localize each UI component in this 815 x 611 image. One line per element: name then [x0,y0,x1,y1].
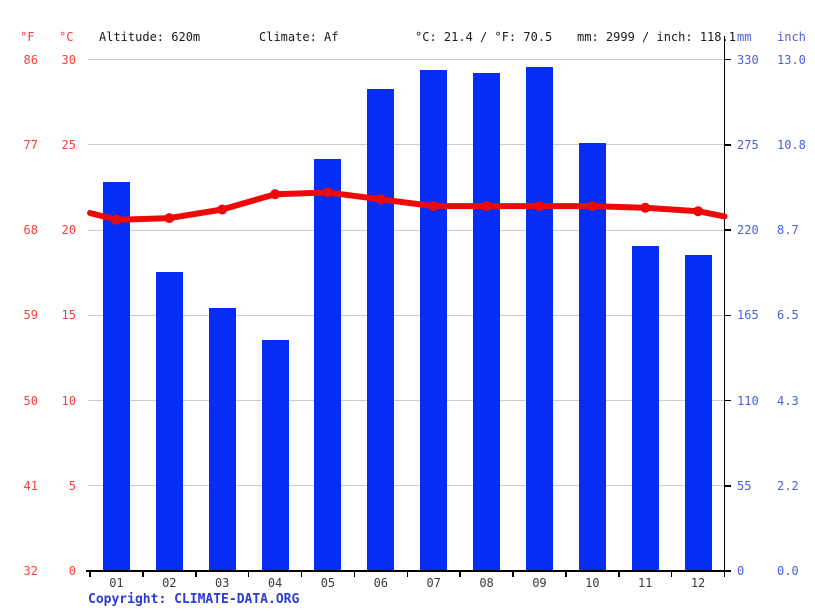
gridline-165mm [88,314,726,316]
x-axis-tick-mark [353,572,356,577]
right-axis-tick-mark [723,144,731,146]
right-axis-tick-mm: 275 [737,137,759,152]
precipitation-bar-month-06 [367,88,395,571]
annual-precipitation-label: mm: 2999 / inch: 118.1 [577,30,736,44]
right-axis-tick-inch: 0.0 [777,564,799,578]
precipitation-bar-month-07 [420,70,448,571]
x-axis-tick-mark [247,572,250,577]
x-axis-tick-mark [618,572,620,577]
left-axis-tick-c: 25 [61,137,76,152]
x-axis-month-label: 07 [426,576,441,590]
left-axis-unit-celsius: °C [59,30,74,44]
left-axis-tick-f: 59 [23,308,38,323]
left-axis-tick-c: 15 [61,308,76,323]
x-axis-tick-mark [670,572,673,577]
left-axis-tick-c: 5 [68,478,76,493]
x-axis-month-label: 10 [585,576,600,590]
right-axis-tick-mm: 165 [737,308,759,323]
right-axis-tick-inch: 4.3 [777,393,799,408]
x-axis-month-label: 01 [109,576,124,590]
x-axis-month-label: 05 [320,576,336,590]
precipitation-bar-month-05 [314,158,342,571]
precipitation-bar-month-04 [261,340,289,571]
left-axis-tick-f: 32 [23,564,38,578]
right-axis-tick-mm: 220 [737,223,759,237]
x-axis-tick-mark [406,572,408,577]
right-axis-unit-mm: mm [737,30,752,44]
right-axis-tick-mm: 55 [737,478,752,493]
right-axis-tick-mark [723,570,731,572]
right-axis-tick-inch: 10.8 [777,137,806,152]
left-axis-tick-f: 68 [23,223,38,237]
right-axis-tick-mark [723,58,731,61]
left-axis-tick-f: 50 [23,393,38,408]
x-axis-month-label: 03 [214,576,230,590]
altitude-label: Altitude: 620m [99,30,201,44]
x-axis-line [86,570,726,572]
left-axis-unit-fahrenheit: °F [20,30,35,44]
left-axis-tick-c: 30 [61,52,76,67]
x-axis-tick-mark [89,572,91,577]
right-axis-tick-mark [723,399,731,402]
climate-classification-label: Climate: Af [259,30,339,44]
x-axis-tick-mark [195,572,197,577]
precipitation-bar-month-02 [155,271,183,571]
right-axis-tick-inch: 6.5 [777,308,799,323]
precipitation-bar-month-03 [208,307,236,571]
left-axis-tick-c: 20 [61,223,76,237]
right-axis-unit-inch: inch [777,30,806,44]
right-axis-tick-inch: 2.2 [777,478,799,493]
precipitation-bar-month-11 [631,245,659,571]
right-axis-tick-mark [723,314,731,316]
x-axis-month-label: 06 [373,576,389,590]
precipitation-bar-month-09 [525,67,553,571]
x-axis-tick-mark [142,572,144,577]
left-axis-tick-c: 0 [68,564,76,578]
copyright-link[interactable]: Copyright: CLIMATE-DATA.ORG [88,592,300,607]
left-axis-tick-f: 77 [23,137,38,152]
x-axis-tick-mark [459,572,461,577]
right-axis-tick-mark [723,485,731,487]
temperature-point-month-02 [164,213,175,224]
left-axis-tick-f: 86 [23,52,38,67]
right-axis-tick-inch: 8.7 [777,223,799,237]
x-axis-tick-mark [512,572,514,577]
mean-temperature-label: °C: 21.4 / °F: 70.5 [415,30,553,44]
gridline-275mm [88,144,726,146]
precipitation-bar-month-10 [578,143,606,571]
x-axis-tick-mark [300,572,303,577]
left-axis-tick-f: 41 [23,478,38,493]
gridline-110mm [88,400,726,401]
temperature-point-month-12 [693,206,704,217]
gridline-55mm [88,485,726,487]
right-axis-tick-mm: 0 [737,564,745,578]
x-axis-tick-mark [565,572,567,577]
x-axis-month-label: 12 [690,576,706,590]
left-axis-tick-c: 10 [61,393,76,408]
x-axis-month-label: 08 [479,576,494,590]
precipitation-bar-month-08 [473,73,501,571]
temperature-point-month-04 [270,189,281,200]
precipitation-bar-month-12 [684,254,712,571]
temperature-point-month-11 [640,202,651,213]
gridline-220mm [88,229,726,231]
x-axis-month-label: 09 [532,576,547,590]
right-axis-line [723,36,725,572]
x-axis-month-label: 04 [267,576,283,590]
right-axis-tick-mm: 110 [737,393,759,408]
x-axis-month-label: 02 [162,576,177,590]
gridline-330mm [88,59,726,60]
right-axis-tick-mm: 330 [737,52,759,67]
x-axis-month-label: 11 [637,576,653,590]
temperature-point-month-03 [217,204,228,215]
right-axis-tick-inch: 13.0 [777,52,806,67]
temperature-line [87,189,728,223]
right-axis-tick-mark [723,229,731,231]
x-axis-tick-mark [723,572,726,577]
precipitation-bar-month-01 [102,181,130,571]
